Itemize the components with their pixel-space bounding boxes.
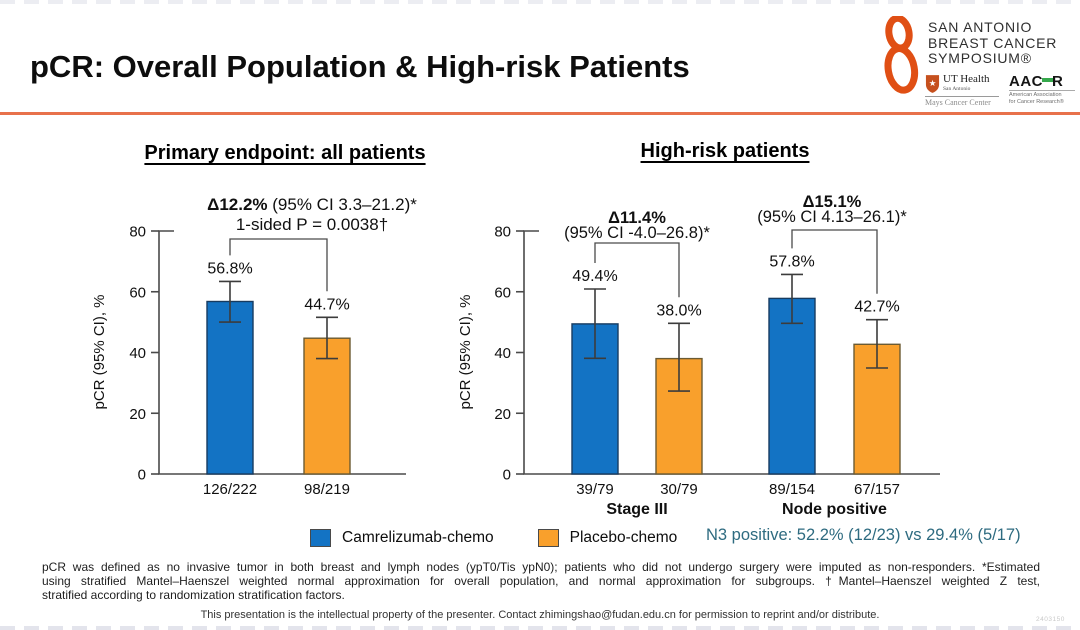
n3-positive-note: N3 positive: 52.2% (12/23) vs 29.4% (5/1…: [706, 526, 1021, 544]
uthealth-center: Mays Cancer Center: [925, 98, 991, 107]
comparison-bracket: [229, 238, 328, 292]
category-label: 39/79: [576, 481, 614, 498]
aacr-wordmark: AAC R: [1009, 74, 1075, 89]
comparison-bracket: [594, 242, 680, 298]
delta-annotation-line2: (95% CI -4.0–26.8)*: [564, 224, 710, 242]
value-label: 56.8%: [207, 260, 252, 277]
footnote-line2: using stratified Mantel–Haenszel weighte…: [42, 574, 1040, 588]
error-bar: [219, 280, 241, 323]
y-tick-label: 60: [494, 284, 511, 301]
delta-annotation: Δ12.2% (95% CI 3.3–21.2)*: [207, 195, 417, 214]
high-risk-patients-chart: 0 20 40 60 80 pCR (95% CI), % 49.4% 39/79 38.0% 3…: [440, 180, 980, 535]
overall-population-chart: 0 20 40 60 80 pCR (95% CI), % 56.8% 126/222 44.7…: [60, 180, 460, 520]
legend-label-placebo: Placebo-chemo: [569, 529, 678, 546]
aacr-dash-icon: [1042, 78, 1054, 82]
y-tick-label: 80: [494, 224, 511, 241]
page-title: pCR: Overall Population & High-risk Pati…: [30, 49, 690, 84]
sabcs-name-line2: BREAST CANCER: [928, 34, 1058, 51]
group-label: Node positive: [782, 501, 887, 518]
uthealth-name: UT Health: [943, 73, 990, 85]
error-bar: [781, 273, 803, 325]
delta-annotation: Δ15.1%: [803, 193, 862, 211]
error-bar: [668, 322, 690, 392]
value-label: 57.8%: [769, 253, 814, 270]
y-tick-label: 0: [503, 467, 511, 484]
footnote-line1: pCR was defined as no invasive tumor in …: [42, 560, 1040, 574]
y-axis: [158, 230, 406, 475]
error-bar: [316, 316, 338, 360]
delta-annotation: Δ11.4%: [608, 209, 666, 227]
top-edge-dashes: [0, 0, 1080, 4]
bottom-edge-dashes: [0, 626, 1080, 630]
legend-label-camrelizumab: Camrelizumab-chemo: [342, 529, 494, 546]
y-tick-label: 40: [494, 345, 511, 362]
chart-legend: Camrelizumab-chemo Placebo-chemo: [310, 529, 677, 547]
aacr-subtitle2: for Cancer Research®: [1009, 98, 1064, 105]
legend-swatch-camrelizumab: [310, 529, 331, 547]
uthealth-divider: [925, 96, 999, 97]
error-bar: [866, 318, 888, 369]
delta-annotation-line2: 1-sided P = 0.0038†: [236, 215, 388, 234]
value-label: 42.7%: [854, 299, 899, 316]
sabcs-name-line3: SYMPOSIUM®: [928, 50, 1032, 66]
bar: [206, 300, 254, 475]
title-divider: [0, 112, 1080, 115]
svg-text:★: ★: [929, 78, 937, 88]
group-label: Stage III: [606, 501, 667, 518]
legend-swatch-placebo: [537, 529, 559, 547]
bar: [768, 297, 816, 475]
y-tick-label: 20: [494, 406, 511, 423]
left-chart-title: Primary endpoint: all patients: [144, 142, 426, 164]
value-label: 49.4%: [572, 268, 617, 285]
y-tick-label: 60: [129, 284, 146, 301]
y-tick-label: 40: [129, 345, 146, 362]
bar-chart-svg: 0 20 40 60 80 pCR (95% CI), % 56.8% 126/222 44.7…: [91, 195, 417, 498]
category-label: 67/157: [854, 481, 900, 498]
uthealth-city: San Antonio: [943, 86, 971, 92]
y-tick-label: 80: [129, 224, 146, 241]
y-axis-label: pCR (95% CI), %: [457, 294, 474, 409]
legend-item-camrelizumab: Camrelizumab-chemo: [310, 529, 494, 547]
right-chart-title: High-risk patients: [640, 140, 810, 162]
sabcs-logo: SAN ANTONIO BREAST CANCER SYMPOSIUM® ★ U…: [878, 12, 1076, 108]
sabcs-name-line1: SAN ANTONIO: [928, 19, 1033, 35]
value-label: 38.0%: [656, 302, 701, 319]
aacr-subtitle1: American Association: [1009, 92, 1062, 98]
y-tick-label: 0: [138, 467, 146, 484]
category-label: 126/222: [203, 481, 257, 498]
legend-item-placebo: Placebo-chemo: [537, 529, 678, 547]
aacr-letters: AAC: [1009, 73, 1043, 90]
aacr-logo: AAC R American Association for Cancer Res…: [1009, 74, 1075, 105]
category-label: 98/219: [304, 481, 350, 498]
uthealth-shield-icon: ★: [925, 75, 940, 93]
footnote: pCR was defined as no invasive tumor in …: [42, 560, 1040, 602]
bar-chart-svg: 0 20 40 60 80 pCR (95% CI), % 49.4% 39/79 38.0% 3…: [457, 193, 940, 518]
error-bar: [584, 288, 606, 360]
partner-logos: ★ UT Health San Antonio Mays Cancer Cent…: [925, 74, 1075, 107]
aacr-letter-r: R: [1052, 73, 1064, 90]
category-label: 89/154: [769, 481, 815, 498]
y-axis-label: pCR (95% CI), %: [91, 294, 108, 409]
comparison-bracket: [791, 229, 878, 294]
footnote-line3: stratified according to randomization st…: [42, 588, 345, 602]
uthealth-logo: ★ UT Health San Antonio Mays Cancer Cent…: [925, 74, 999, 107]
sabcs-ribbon-icon: [884, 16, 919, 94]
sabcs-name: SAN ANTONIO BREAST CANCER SYMPOSIUM®: [928, 19, 1058, 67]
watermark: 2403150: [1036, 616, 1065, 623]
aacr-divider: [1009, 90, 1075, 91]
y-tick-label: 20: [129, 406, 146, 423]
value-label: 44.7%: [304, 296, 349, 313]
disclaimer: This presentation is the intellectual pr…: [200, 609, 880, 621]
delta-annotation-line2: (95% CI 4.13–26.1)*: [757, 208, 907, 226]
category-label: 30/79: [660, 481, 698, 498]
